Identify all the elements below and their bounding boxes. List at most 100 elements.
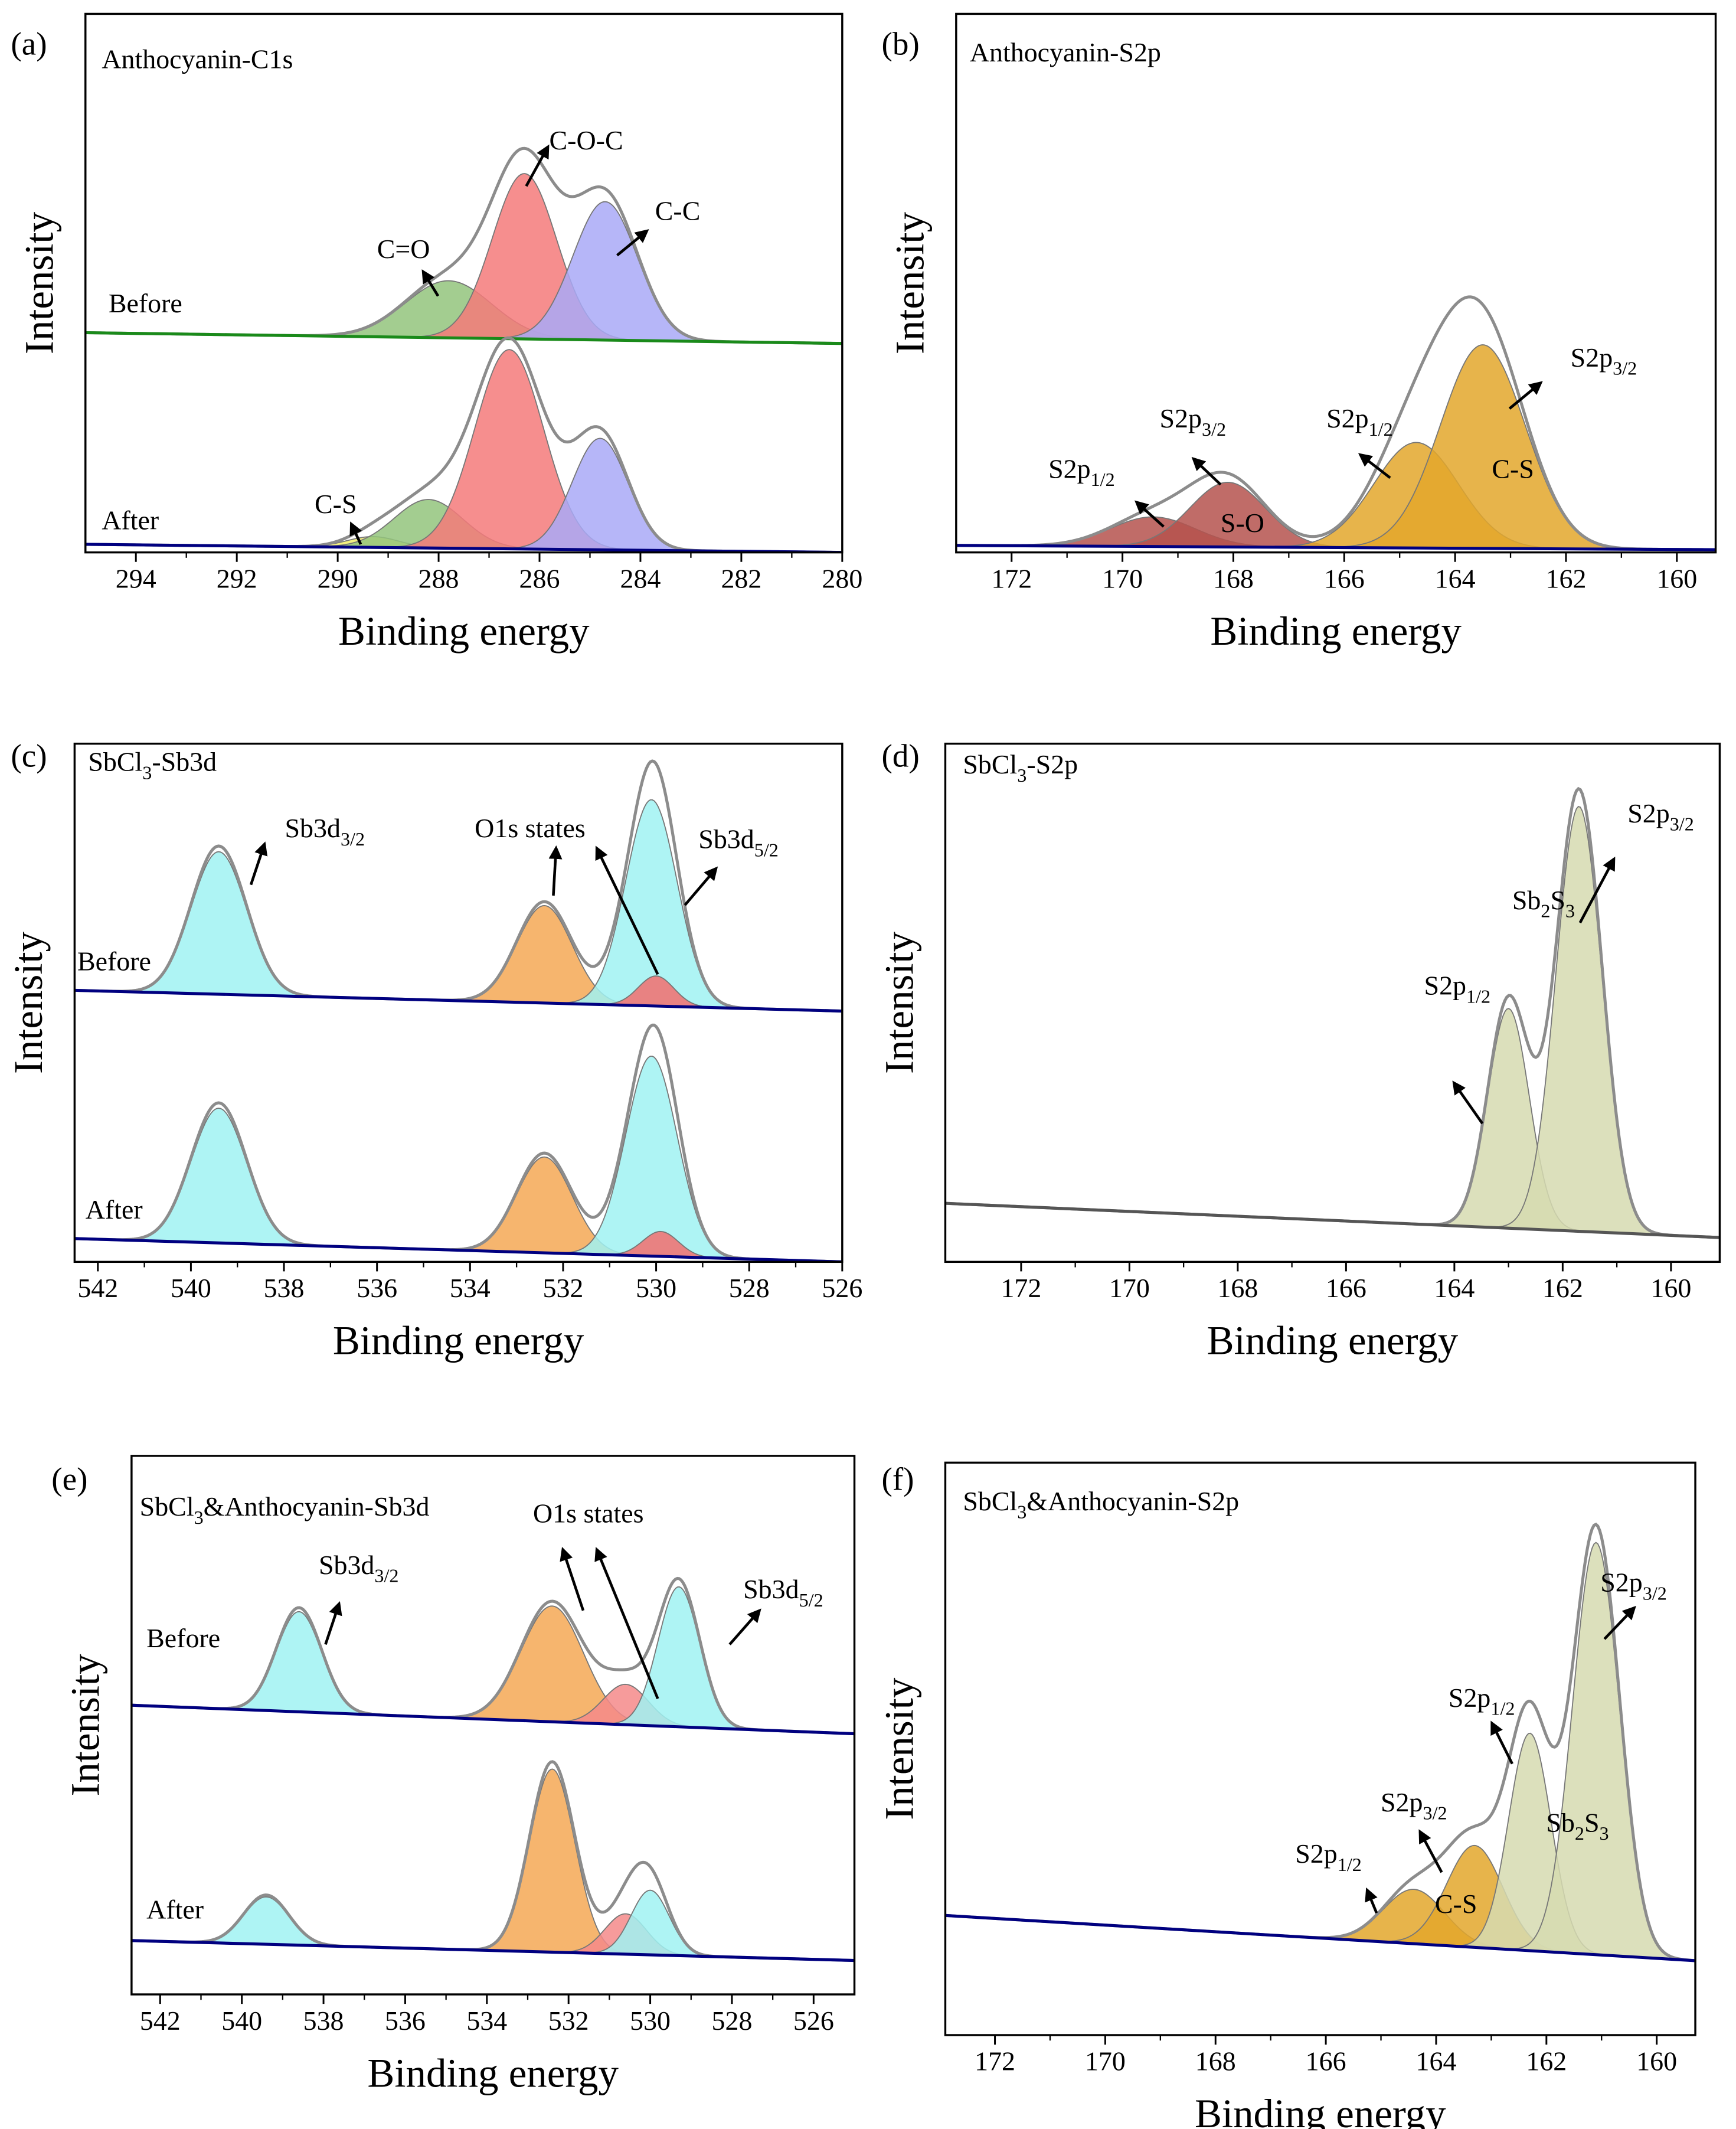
series-label: Before [77,946,151,976]
series-label: After [146,1894,204,1924]
x-tick-label: 288 [419,563,459,593]
arrow [1508,381,1543,410]
text-run: S [1550,885,1565,915]
x-tick-label: 290 [318,563,358,593]
plot-area [131,1576,855,1963]
subscript: 3/2 [1423,1803,1447,1824]
background-line [74,988,842,1013]
text-run: S [1584,1807,1600,1837]
plot-area [945,786,1720,1239]
annotation: S2p1/2 [1326,403,1393,440]
arrow [1452,1080,1484,1125]
x-tick-label: 172 [991,563,1032,593]
text-run: S2p [1627,798,1670,828]
x-tick-label: 528 [712,2006,753,2036]
text-run: &Anthocyanin-Sb3d [204,1491,430,1521]
text-run: Sb3d [319,1550,374,1580]
annotation: S2p3/2 [1381,1787,1447,1824]
arrow [525,144,550,187]
x-tick-label: 532 [542,1273,583,1303]
annotation: S-O [1221,508,1264,538]
arrow [1191,456,1222,486]
plot-frame [955,12,1717,554]
subscript: 5/2 [799,1589,823,1611]
plot-area [945,1522,1696,1963]
annotation: C=O [377,234,430,264]
subscript: 3/2 [341,828,365,850]
x-tick-label: 530 [636,1273,676,1303]
subscript: 3 [1017,765,1026,786]
text-run: S2p [1159,403,1202,433]
x-tick-label: 170 [1102,563,1143,593]
text-run: Sb3d [285,813,341,843]
x-tick-label: 538 [303,2006,344,2036]
x-tick-label: 170 [1109,1273,1150,1303]
x-tick-label: 538 [264,1273,305,1303]
x-tick-label: 526 [822,1273,862,1303]
annotation: C-S [315,489,357,519]
plot-frame [944,1461,1696,2036]
x-tick-label: 284 [620,563,661,593]
text-run: -S2p [1026,749,1078,779]
annotation: S2p1/2 [1424,971,1491,1007]
annotation: S2p3/2 [1627,798,1694,835]
annotation: S2p3/2 [1159,403,1226,440]
x-tick-label: 168 [1195,2046,1236,2076]
series-label: After [86,1194,143,1224]
text-run: S-O [1221,508,1264,538]
subscript: 3/2 [1643,1582,1667,1604]
arrow [1358,453,1391,479]
background-line [131,1703,855,1736]
subscript: 3/2 [1202,419,1226,440]
text-run: Sb3d [698,824,754,854]
text-run: C-C [655,196,701,226]
x-tick-label: 170 [1085,2046,1126,2076]
annotation: C-O-C [550,125,623,155]
x-tick-label: 168 [1217,1273,1258,1303]
x-tick-label: 168 [1213,563,1254,593]
series-label: After [102,505,159,535]
background-line [956,544,1716,551]
annotation: SbCl3-Sb3d [88,747,217,783]
x-tick-label: 534 [450,1273,491,1303]
background-line [945,1201,1720,1239]
background-line [85,331,842,345]
series-label: Before [109,288,182,318]
text-run: S2p [1600,1568,1643,1598]
subscript: 3 [1017,1501,1026,1523]
x-axis-label: Binding energy [1210,609,1462,654]
annotation: S2p1/2 [1449,1683,1515,1719]
background-line [945,1914,1696,1963]
annotation: Sb3d5/2 [698,824,779,861]
arrow [1578,856,1616,923]
subscript: 2 [1575,1823,1584,1844]
text-run: &Anthocyanin-S2p [1026,1486,1239,1516]
text-run: Sb3d [743,1574,799,1604]
panel: 172 170 168 166 164 162 160 Binding energy Inten… [877,1461,1696,2129]
y-axis-label: Intensity [877,1677,921,1820]
text-run: C-S [1435,1889,1477,1919]
annotation: Sb3d5/2 [743,1574,823,1611]
annotation: Sb2S3 [1512,885,1575,922]
arrow [421,269,440,297]
panel: 172 170 168 166 164 162 160 Binding energy Inten… [877,738,1721,1363]
text-run: S2p [1381,1787,1423,1817]
subscript: 1/2 [1338,1854,1362,1875]
y-axis-label: Intensity [877,931,921,1074]
text-run: C-S [1492,453,1534,484]
text-run: Sb [1512,885,1541,915]
y-axis-label: Intensity [888,211,933,354]
arrow [594,1547,659,1700]
panel-label: (d) [881,738,919,774]
envelope [956,295,1716,551]
panel: 172 170 168 166 164 162 160 Binding energy Inten… [881,12,1717,654]
x-axis-label: Binding energy [367,2050,619,2095]
annotation: O1s states [533,1498,644,1528]
x-tick-label: 532 [548,2006,589,2036]
x-tick-label: 530 [630,2006,671,2036]
text-run: SbCl [140,1491,194,1521]
subscript: 3/2 [1613,358,1637,379]
arrow [728,1608,761,1645]
